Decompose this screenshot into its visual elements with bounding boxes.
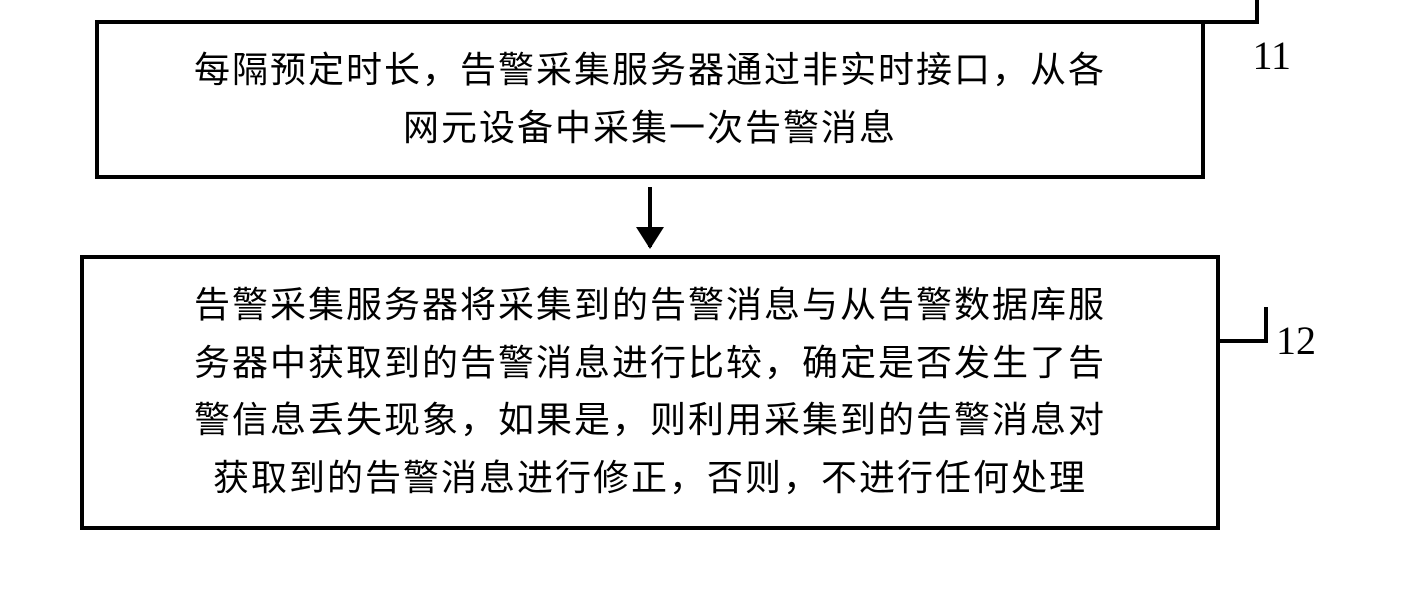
box-2-line-2: 务器中获取到的告警消息进行比较，确定是否发生了告	[114, 335, 1186, 393]
box-2-line-3: 警信息丢失现象，如果是，则利用采集到的告警消息对	[114, 392, 1186, 450]
flowchart-container: 每隔预定时长，告警采集服务器通过非实时接口，从各 网元设备中采集一次告警消息 1…	[80, 20, 1330, 530]
box-2-label: 12	[1276, 309, 1316, 373]
connector-11-vertical	[1255, 0, 1259, 24]
flowchart-box-2: 告警采集服务器将采集到的告警消息与从告警数据库服 务器中获取到的告警消息进行比较…	[80, 255, 1220, 529]
connector-11-horizontal	[1201, 20, 1259, 24]
box-1-label: 11	[1252, 24, 1291, 88]
box-1-line-2: 网元设备中采集一次告警消息	[129, 100, 1171, 158]
arrow-container	[95, 179, 1205, 255]
box-2-line-1: 告警采集服务器将采集到的告警消息与从告警数据库服	[114, 277, 1186, 335]
flowchart-box-1: 每隔预定时长，告警采集服务器通过非实时接口，从各 网元设备中采集一次告警消息 1…	[95, 20, 1205, 179]
connector-12-vertical	[1264, 307, 1268, 343]
box-1-line-1: 每隔预定时长，告警采集服务器通过非实时接口，从各	[129, 42, 1171, 100]
connector-12-horizontal	[1216, 339, 1268, 343]
box-2-line-4: 获取到的告警消息进行修正，否则，不进行任何处理	[114, 450, 1186, 508]
arrow-down-icon	[648, 187, 652, 247]
